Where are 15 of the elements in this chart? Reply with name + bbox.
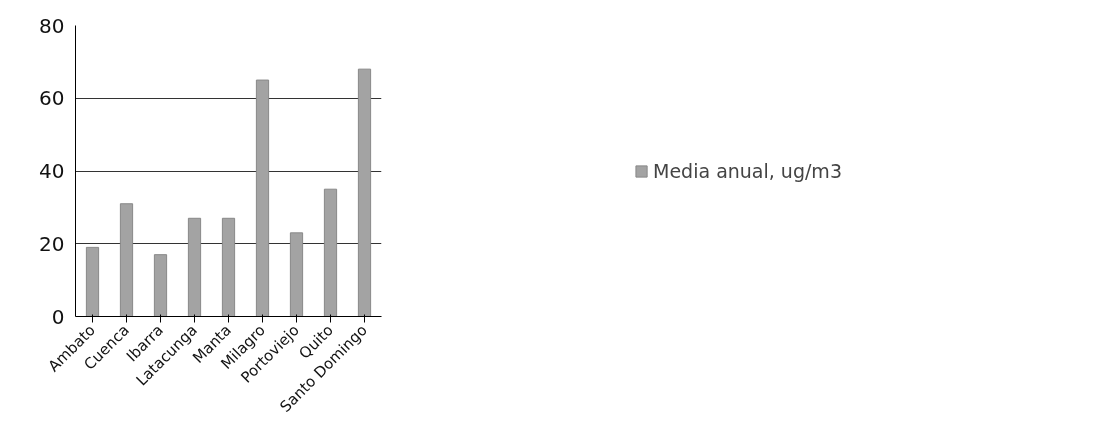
- y-tick-label: 40: [39, 159, 65, 183]
- bar: [255, 79, 270, 317]
- y-tick-label: 80: [39, 13, 65, 38]
- bar: [221, 217, 236, 317]
- y-tick-label: 20: [39, 231, 65, 256]
- bar: [153, 254, 168, 317]
- bar: [187, 217, 202, 317]
- bar: [357, 68, 372, 317]
- y-tick-label: 60: [39, 86, 65, 111]
- bar: [289, 232, 304, 317]
- bar: [85, 246, 100, 317]
- legend-label: Media anual, ug/m3: [653, 159, 842, 182]
- bar: [323, 188, 338, 317]
- y-tick-label: 0: [51, 304, 65, 329]
- bar: [119, 203, 134, 317]
